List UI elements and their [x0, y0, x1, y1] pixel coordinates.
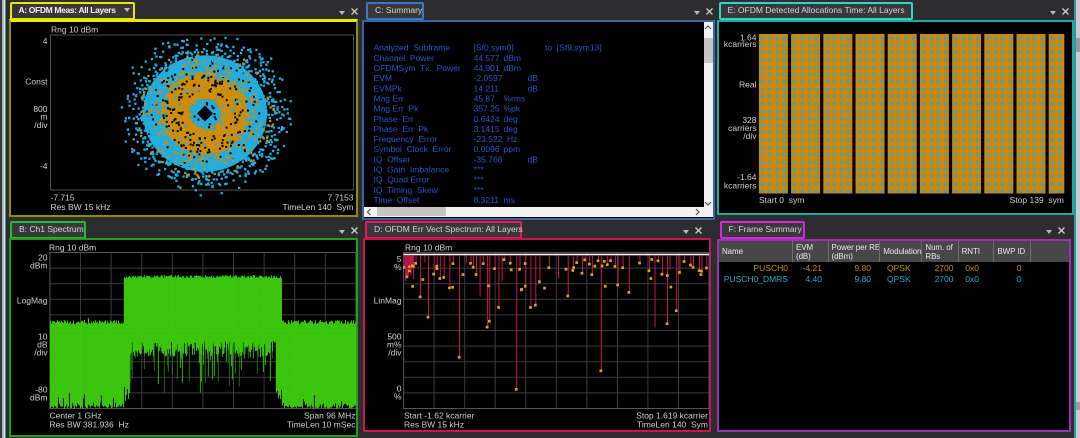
svg-text:44.901: 44.901 — [474, 63, 500, 73]
svg-text:to [Sf9,sym13]: to [Sf9,sym13] — [545, 42, 602, 52]
svg-text:dB: dB — [528, 73, 539, 83]
svg-text:m: m — [40, 112, 47, 122]
svg-text:***: *** — [474, 184, 485, 194]
svg-text:/div: /div — [34, 347, 48, 357]
svg-text:/div: /div — [388, 347, 402, 357]
svg-text:10: 10 — [38, 331, 48, 341]
svg-text:dB: dB — [528, 83, 539, 93]
svg-text:dB: dB — [528, 154, 539, 164]
svg-text:Time Offset: Time Offset — [374, 194, 420, 204]
svg-text:%rms: %rms — [504, 93, 526, 103]
svg-text:1.64: 1.64 — [740, 32, 757, 42]
svg-text:Phase Err: Phase Err — [374, 113, 414, 123]
svg-text:***: *** — [474, 164, 485, 174]
svg-text:-7.715: -7.715 — [50, 193, 74, 203]
svg-text:Mag Err: Mag Err — [374, 93, 404, 103]
svg-text:IQ Gain Imbalance: IQ Gain Imbalance — [374, 164, 450, 174]
svg-text:500: 500 — [387, 331, 401, 341]
svg-text:Res BW 381.936 Hz: Res BW 381.936 Hz — [49, 419, 128, 429]
svg-text:45.87: 45.87 — [474, 93, 496, 103]
svg-text:-4: -4 — [39, 161, 47, 171]
svg-text:kcarriers: kcarriers — [724, 180, 757, 190]
svg-text:%pk: %pk — [504, 103, 521, 113]
svg-text:%: % — [394, 391, 402, 401]
svg-text:800: 800 — [33, 104, 47, 114]
svg-text:***: *** — [474, 174, 485, 184]
svg-text:Span 96 MHz: Span 96 MHz — [304, 410, 356, 420]
svg-text:357.25: 357.25 — [474, 103, 500, 113]
svg-text:20: 20 — [38, 252, 48, 262]
svg-text:[Sf0,sym0]: [Sf0,sym0] — [474, 42, 514, 52]
svg-text:Rng 10 dBm: Rng 10 dBm — [405, 242, 452, 252]
svg-text:IQ Timing Skew: IQ Timing Skew — [374, 184, 439, 194]
svg-text:LogMag: LogMag — [16, 295, 47, 305]
svg-text:5: 5 — [397, 254, 402, 264]
svg-text:-80: -80 — [35, 384, 48, 394]
svg-text:Start -1.62 kcarrier: Start -1.62 kcarrier — [404, 410, 475, 420]
svg-text:Res BW 15 kHz: Res BW 15 kHz — [404, 419, 464, 429]
svg-text:dBm: dBm — [30, 392, 47, 402]
svg-text:Const: Const — [25, 77, 48, 87]
svg-text:dBm: dBm — [504, 52, 521, 62]
svg-text:44.577: 44.577 — [474, 52, 500, 62]
svg-text:7.7153: 7.7153 — [327, 193, 353, 203]
svg-text:-23.522: -23.522 — [474, 134, 503, 144]
svg-text:deg: deg — [504, 123, 518, 133]
svg-text:Analyzed Subframe: Analyzed Subframe — [374, 42, 451, 52]
svg-text:deg: deg — [504, 113, 518, 123]
svg-text:0.6424: 0.6424 — [474, 113, 500, 123]
svg-text:328: 328 — [742, 115, 756, 125]
svg-text:-2.0597: -2.0597 — [474, 73, 503, 83]
svg-text:Start 0 sym: Start 0 sym — [759, 195, 804, 205]
svg-text:Phase Err Pk: Phase Err Pk — [374, 123, 430, 133]
svg-text:Res BW 15 kHz: Res BW 15 kHz — [50, 202, 110, 212]
svg-text:4: 4 — [42, 36, 47, 46]
svg-text:TimeLen 140 Sym: TimeLen 140 Sym — [637, 419, 708, 429]
svg-text:%: % — [394, 262, 402, 272]
svg-text:Stop 139 sym: Stop 139 sym — [1010, 195, 1064, 205]
svg-text:0.0096: 0.0096 — [474, 144, 500, 154]
svg-text:Rng 10 dBm: Rng 10 dBm — [49, 242, 96, 252]
svg-text:-1.64: -1.64 — [737, 171, 757, 181]
svg-text:Center 1 GHz: Center 1 GHz — [49, 410, 101, 420]
svg-text:IQ Offset: IQ Offset — [374, 154, 411, 164]
svg-text:Symbol Clock Error: Symbol Clock Error — [374, 144, 452, 154]
svg-text:dBm: dBm — [504, 63, 521, 73]
svg-text:carriers: carriers — [728, 122, 756, 132]
svg-text:dBm: dBm — [30, 260, 47, 270]
svg-text:ppm: ppm — [504, 144, 521, 154]
svg-text:m%: m% — [387, 339, 402, 349]
svg-text:Rng 10 dBm: Rng 10 dBm — [51, 25, 98, 35]
svg-text:Mag Err Pk: Mag Err Pk — [374, 103, 420, 113]
svg-text:Frequency Error: Frequency Error — [374, 134, 438, 144]
svg-text:Real: Real — [739, 79, 757, 89]
svg-text:IQ Quad Error: IQ Quad Error — [374, 174, 430, 184]
svg-text:8.3211: 8.3211 — [474, 194, 500, 204]
svg-text:TimeLen 140 Sym: TimeLen 140 Sym — [282, 202, 353, 212]
svg-text:-35.766: -35.766 — [474, 154, 503, 164]
svg-text:ms: ms — [504, 194, 515, 204]
svg-text:EVMPk: EVMPk — [374, 83, 403, 93]
svg-text:Channel Power: Channel Power — [374, 52, 435, 62]
svg-text:Stop 1.619 kcarrier: Stop 1.619 kcarrier — [636, 410, 708, 420]
svg-text:dB: dB — [37, 339, 48, 349]
svg-text:kcarriers: kcarriers — [724, 39, 757, 49]
svg-text:3.1415: 3.1415 — [474, 123, 500, 133]
svg-text:/div: /div — [743, 130, 757, 140]
svg-text:/div: /div — [34, 120, 48, 130]
svg-text:OFDMSym Tx. Power: OFDMSym Tx. Power — [374, 63, 461, 73]
svg-text:Hz: Hz — [507, 134, 517, 144]
svg-text:TimeLen 10 mSec: TimeLen 10 mSec — [286, 419, 355, 429]
svg-text:EVM: EVM — [374, 73, 392, 83]
svg-text:LinMag: LinMag — [374, 295, 402, 305]
svg-text:0: 0 — [397, 383, 402, 393]
svg-text:14.211: 14.211 — [474, 83, 500, 93]
